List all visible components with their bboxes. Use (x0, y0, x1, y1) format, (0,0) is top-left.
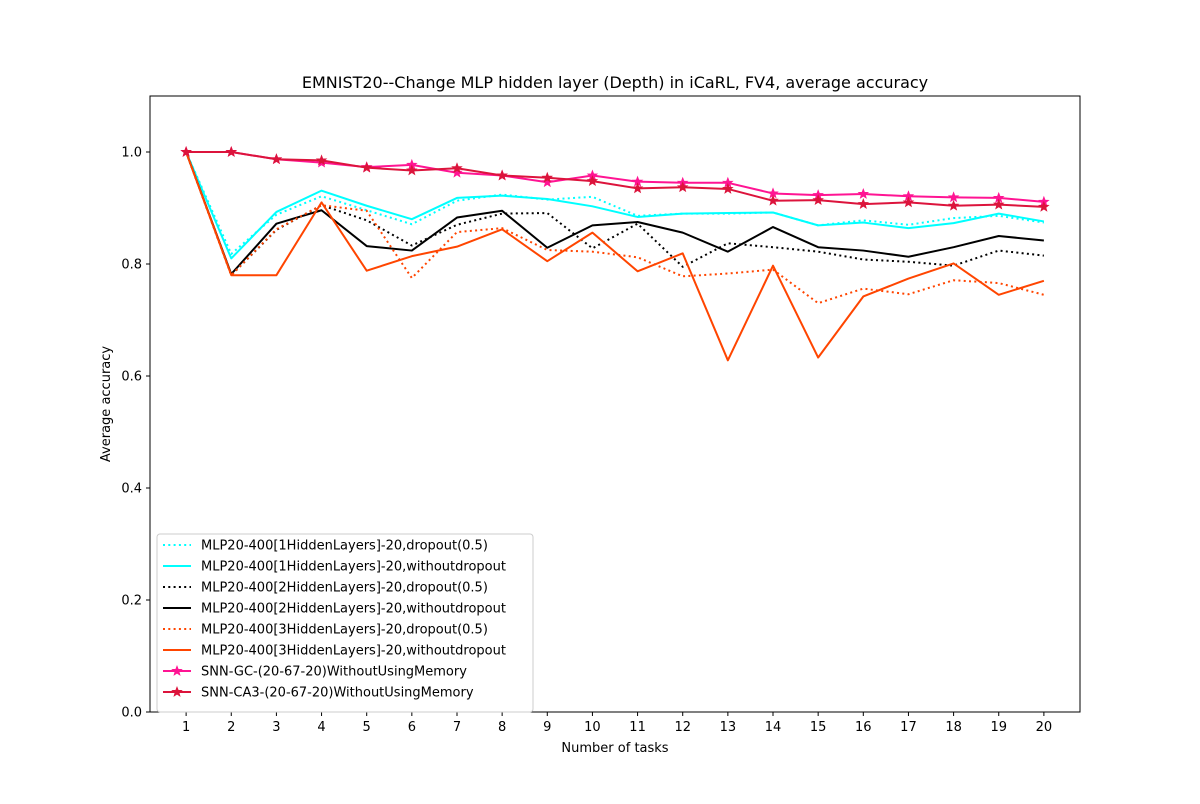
legend-label-2: MLP20-400[1HiddenLayers]-20,withoutdropo… (201, 560, 506, 575)
series-8-point (315, 154, 328, 166)
series-line-6 (185, 151, 1045, 362)
plot-frame (149, 95, 1081, 713)
series-line-2 (185, 151, 1045, 260)
x-tick-label: 14 (765, 720, 782, 735)
x-tick-label: 6 (408, 720, 416, 735)
series-8-point (631, 182, 644, 194)
x-tick-label: 16 (855, 720, 872, 735)
series-line-4 (185, 151, 1044, 276)
legend-marker-8 (171, 685, 183, 697)
chart-title: EMNIST20--Change MLP hidden layer (Depth… (302, 73, 928, 92)
x-tick-label: 20 (1036, 720, 1053, 735)
series-8-point (406, 164, 418, 176)
series-line-8 (186, 151, 1044, 208)
y-tick-label: 1.0 (121, 146, 142, 161)
series-8-point (180, 145, 192, 157)
axes: 1 2 3 4 5 6 7 8 9 10 11 12 13 14 15 16 17 18 19 200.00.20.4… (121, 95, 1081, 735)
legend-marker-7 (171, 664, 183, 676)
series-8-point (1038, 200, 1050, 212)
legend-label-6: MLP20-400[3HiddenLayers]-20,withoutdropo… (201, 644, 506, 659)
y-tick-label: 0.2 (121, 594, 142, 609)
series-8-point (947, 199, 960, 211)
legend: MLP20-400[1HiddenLayers]-20,dropout(0.5)… (156, 533, 534, 713)
series-8-point (767, 194, 779, 206)
x-tick-label: 4 (317, 720, 325, 735)
plot-area (180, 145, 1050, 362)
series-7-point (451, 166, 463, 178)
x-tick-label: 2 (227, 720, 235, 735)
legend-label-8: SNN-CA3-(20-67-20)WithoutUsingMemory (201, 686, 474, 701)
y-tick-label: 0.8 (121, 258, 142, 273)
x-tick-label: 8 (498, 720, 506, 735)
y-tick-label: 0.0 (121, 706, 142, 721)
series-7-point (541, 176, 554, 188)
x-tick-label: 1 (182, 720, 190, 735)
series-8-point (902, 196, 915, 208)
y-tick-label: 0.4 (121, 482, 142, 497)
x-tick-label: 15 (810, 720, 827, 735)
series-8-point (496, 169, 508, 181)
series-8-point (586, 175, 599, 187)
series-8-point (722, 182, 734, 194)
x-tick-label: 17 (900, 720, 917, 735)
series-8-point (451, 162, 463, 174)
x-tick-label: 12 (674, 720, 691, 735)
series-line-3 (185, 151, 1044, 277)
series-8-point (812, 194, 824, 206)
series-8-point (270, 153, 283, 165)
x-tick-label: 11 (629, 720, 646, 735)
x-tick-label: 13 (720, 720, 737, 735)
y-axis-label: Average accuracy (99, 346, 114, 462)
series-8-point (225, 145, 238, 157)
x-tick-label: 9 (543, 720, 551, 735)
series-line-1 (185, 151, 1045, 255)
series-8-point (360, 161, 373, 173)
series-7-point (947, 191, 960, 203)
y-tick-label: 0.6 (121, 370, 142, 385)
legend-label-4: MLP20-400[2HiddenLayers]-20,withoutdropo… (201, 602, 506, 617)
x-tick-label: 7 (453, 720, 461, 735)
series-8-point (992, 198, 1005, 210)
series-8-point (857, 198, 870, 209)
x-tick-label: 10 (584, 720, 601, 735)
legend-label-5: MLP20-400[3HiddenLayers]-20,dropout(0.5) (201, 623, 488, 638)
series-7-point (857, 187, 870, 199)
legend-box (156, 533, 534, 713)
x-axis-label: Number of tasks (561, 741, 668, 756)
series-line-7 (186, 151, 1044, 203)
x-tick-label: 18 (945, 720, 962, 735)
x-tick-label: 3 (272, 720, 280, 735)
legend-label-3: MLP20-400[2HiddenLayers]-20,dropout(0.5) (201, 581, 488, 596)
series-8-point (676, 181, 689, 193)
x-tick-label: 19 (990, 720, 1007, 735)
legend-label-7: SNN-GC-(20-67-20)WithoutUsingMemory (201, 665, 467, 680)
series-8-point (541, 171, 554, 183)
legend-label-1: MLP20-400[1HiddenLayers]-20,dropout(0.5) (201, 539, 488, 554)
x-tick-label: 5 (363, 720, 371, 735)
